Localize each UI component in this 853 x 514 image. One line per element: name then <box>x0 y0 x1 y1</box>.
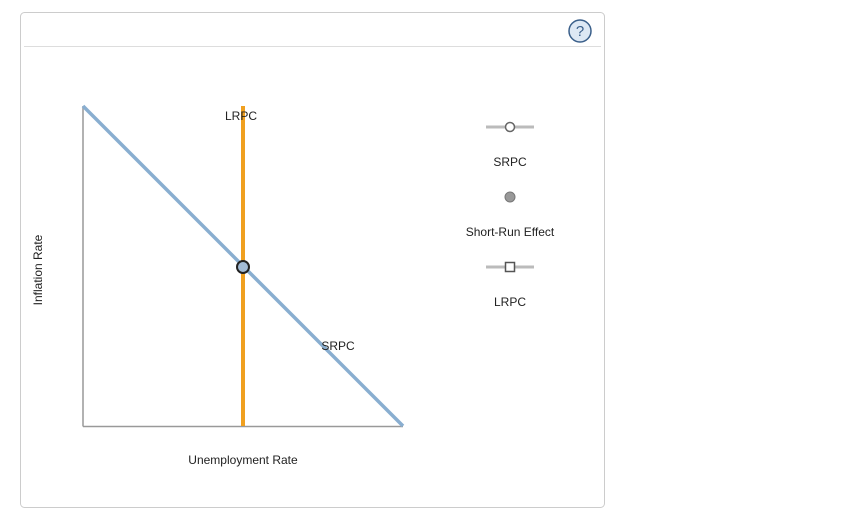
help-button[interactable]: ? <box>568 19 592 43</box>
help-text[interactable]: ? <box>576 23 584 40</box>
legend-label[interactable]: SRPC <box>493 155 527 169</box>
x-axis-label: Unemployment Rate <box>188 453 298 467</box>
srpc-tool-handle[interactable] <box>504 121 516 133</box>
short-run-effect-point[interactable] <box>236 260 250 274</box>
srpc-tool[interactable]: SRPC <box>486 121 534 170</box>
legend: SRPC Short-Run Effect LRPC <box>466 121 555 310</box>
legend-label[interactable]: LRPC <box>494 295 526 309</box>
panel <box>20 12 605 508</box>
lrpc-tool-handle[interactable] <box>504 261 516 273</box>
short-run-effect-tool-point[interactable] <box>504 191 516 203</box>
legend-label[interactable]: Short-Run Effect <box>466 225 555 239</box>
help-icon[interactable] <box>568 19 592 43</box>
short-run-effect-tool[interactable]: Short-Run Effect <box>466 191 555 239</box>
graph: LRPC SRPC Inflation Rate Unemployment Ra… <box>31 104 405 467</box>
srpc-label: SRPC <box>321 339 355 353</box>
y-axis-label: Inflation Rate <box>31 234 45 305</box>
lrpc-tool[interactable]: LRPC <box>486 261 534 310</box>
lrpc-label: LRPC <box>225 109 257 123</box>
